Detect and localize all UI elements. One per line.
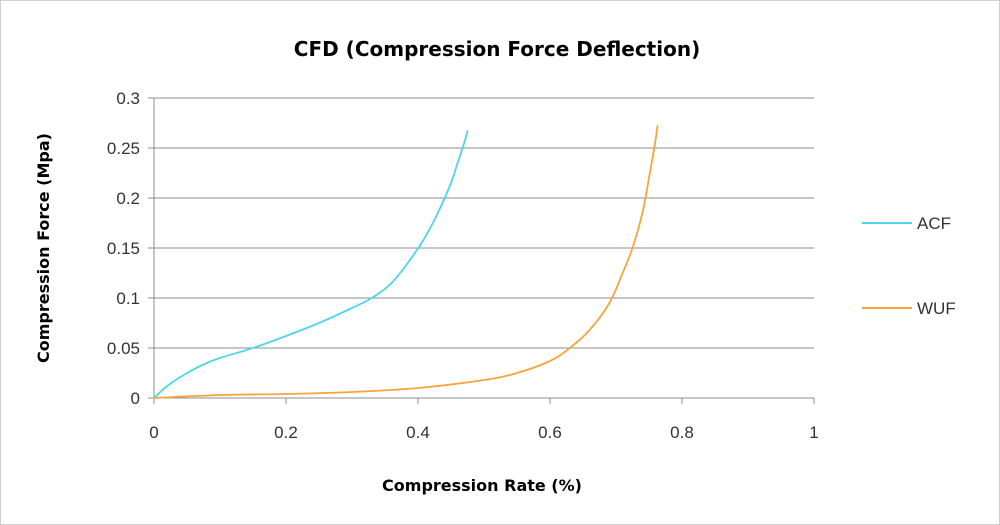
series-lines bbox=[153, 125, 659, 399]
gridlines bbox=[154, 97, 814, 349]
x-tick-label: 0.6 bbox=[538, 423, 562, 442]
legend-label-acf: ACF bbox=[917, 214, 951, 233]
series-line-acf bbox=[153, 130, 469, 399]
y-axis-title: Compression Force (Mpa) bbox=[34, 133, 53, 363]
y-tick-label: 0.1 bbox=[116, 289, 140, 308]
x-tick-label: 0.2 bbox=[274, 423, 298, 442]
y-tick-label: 0.2 bbox=[116, 189, 140, 208]
series-line-wuf bbox=[153, 125, 659, 399]
x-tick-label: 1 bbox=[809, 423, 818, 442]
legend-label-wuf: WUF bbox=[917, 299, 956, 318]
x-axis-title: Compression Rate (%) bbox=[382, 476, 582, 495]
x-tick-label: 0.4 bbox=[406, 423, 430, 442]
y-tick-label: 0.3 bbox=[116, 89, 140, 108]
axes: 0 0.05 0.1 0.15 0.2 0.25 0.3 0 0.2 0.4 0.6 0.8 1 bbox=[107, 89, 819, 442]
y-tick-label: 0 bbox=[131, 389, 140, 408]
legend: ACF WUF bbox=[862, 214, 956, 318]
y-tick-label: 0.25 bbox=[107, 139, 140, 158]
x-tick-label: 0.8 bbox=[670, 423, 694, 442]
x-tick-label: 0 bbox=[149, 423, 158, 442]
chart-title: CFD (Compression Force Deflection) bbox=[294, 37, 700, 61]
y-tick-label: 0.05 bbox=[107, 339, 140, 358]
y-tick-label: 0.15 bbox=[107, 239, 140, 258]
